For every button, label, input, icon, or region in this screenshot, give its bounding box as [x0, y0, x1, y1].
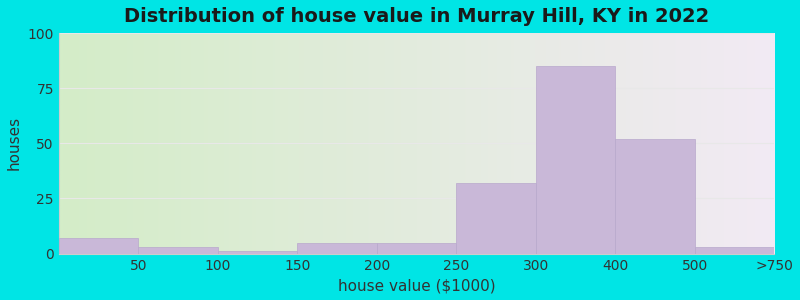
- Y-axis label: houses: houses: [7, 116, 22, 170]
- Bar: [694, 247, 774, 253]
- Bar: [138, 247, 218, 253]
- Bar: [377, 243, 456, 254]
- Bar: [615, 139, 694, 254]
- Bar: [456, 183, 536, 254]
- Title: Distribution of house value in Murray Hill, KY in 2022: Distribution of house value in Murray Hi…: [124, 7, 709, 26]
- Bar: [297, 243, 377, 254]
- Bar: [536, 66, 615, 254]
- Bar: [218, 251, 297, 253]
- Bar: [58, 238, 138, 254]
- X-axis label: house value ($1000): house value ($1000): [338, 278, 495, 293]
